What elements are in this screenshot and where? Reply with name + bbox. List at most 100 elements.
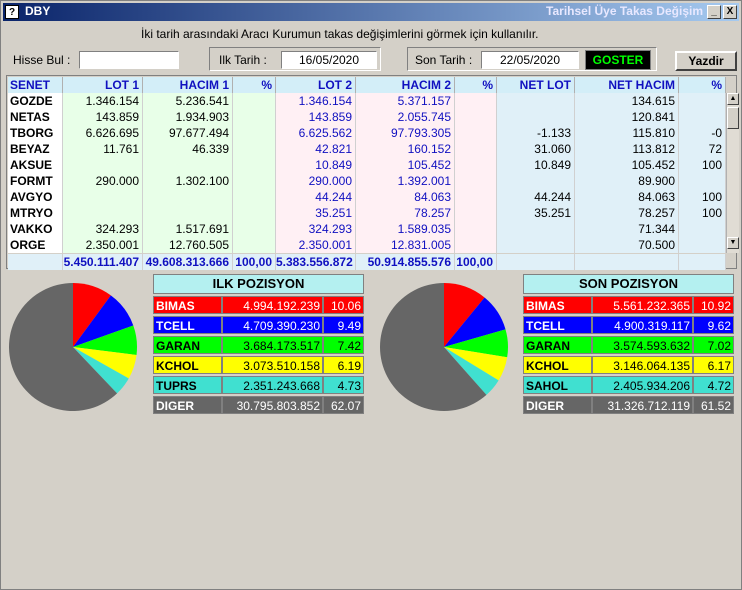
header-netpct[interactable]: %: [679, 77, 726, 93]
cell-hacim2: 2.055.745: [356, 109, 455, 125]
cell-lot1: 143.859: [63, 109, 143, 125]
position-percent: 6.17: [693, 356, 734, 374]
cell-lot2: 44.244: [276, 189, 356, 205]
header-pct2[interactable]: %: [455, 77, 497, 93]
ilk-tarih-group: [209, 47, 381, 71]
scroll-thumb[interactable]: [727, 107, 739, 129]
position-row: TUPRS 2.351.243.668 4.73: [153, 376, 364, 395]
cell-pct2: [455, 205, 497, 221]
yazdir-button[interactable]: Yazdir: [675, 51, 737, 71]
cell-lot1: [63, 189, 143, 205]
cell-senet[interactable]: BEYAZ: [8, 141, 63, 157]
position-row: TCELL 4.709.390.230 9.49: [153, 316, 364, 335]
cell-senet[interactable]: ORGE: [8, 237, 63, 253]
pie-slice-sahol: [444, 347, 499, 395]
cell-pct1: [233, 125, 276, 141]
cell-pct2: [455, 189, 497, 205]
position-name: BIMAS: [523, 296, 592, 314]
pie-slice-diger: [380, 283, 487, 411]
cell-senet[interactable]: AKSUE: [8, 157, 63, 173]
position-name: KCHOL: [153, 356, 222, 374]
cell-netlot: 10.849: [497, 157, 575, 173]
ilk-tarih-input[interactable]: 16/05/2020: [281, 51, 377, 69]
cell-netpct: -0: [679, 125, 726, 141]
header-hacim2[interactable]: HACIM 2: [356, 77, 455, 93]
header-netlot[interactable]: NET LOT: [497, 77, 575, 93]
pie-slice-tuprs: [73, 347, 129, 394]
cell-lot1: 2.350.001: [63, 237, 143, 253]
cell-pct2: [455, 141, 497, 157]
ilk-pozisyon-title: ILK POZISYON: [153, 274, 364, 294]
cell-pct2: [455, 221, 497, 237]
cell-senet[interactable]: GOZDE: [8, 93, 63, 109]
cell-pct1: [233, 173, 276, 189]
scroll-down-icon[interactable]: ▼: [727, 237, 739, 249]
cell-senet[interactable]: TBORG: [8, 125, 63, 141]
cell-lot1: 324.293: [63, 221, 143, 237]
pie-slice-kchol: [73, 347, 137, 379]
pie-slice-garan: [444, 329, 508, 358]
cell-hacim2: 1.589.035: [356, 221, 455, 237]
cell-nethacim: 71.344: [575, 221, 679, 237]
cell-netlot: -1.133: [497, 125, 575, 141]
cell-senet[interactable]: FORMT: [8, 173, 63, 189]
header-pct1[interactable]: %: [233, 77, 276, 93]
position-percent: 7.02: [693, 336, 734, 354]
takas-table: ▲ ▼ SENET LOT 1 HACIM 1% LOT 2 HACIM 2% NET L…: [6, 75, 739, 270]
cell-senet[interactable]: MTRYO: [8, 205, 63, 221]
cell-lot2: 143.859: [276, 109, 356, 125]
position-row: BIMAS 4.994.192.239 10.06: [153, 296, 364, 315]
header-lot2[interactable]: LOT 2: [276, 77, 356, 93]
cell-lot1: [63, 157, 143, 173]
goster-button[interactable]: GOSTER: [585, 50, 651, 70]
app-icon[interactable]: ?: [5, 5, 19, 19]
title-bar[interactable]: ? DBY Tarihsel Üye Takas Değişim _ X: [3, 3, 739, 21]
son-tarih-input[interactable]: 22/05/2020: [481, 51, 579, 69]
minimize-button[interactable]: _: [707, 5, 721, 19]
hisse-bul-input[interactable]: [79, 51, 179, 69]
cell-hacim1: 5.236.541: [143, 93, 233, 109]
cell-netpct: [679, 237, 726, 253]
scroll-up-icon[interactable]: ▲: [727, 93, 739, 105]
cell-senet[interactable]: VAKKO: [8, 221, 63, 237]
cell-senet[interactable]: AVGYO: [8, 189, 63, 205]
position-row: BIMAS 5.561.232.365 10.92: [523, 296, 734, 315]
cell-lot2: 324.293: [276, 221, 356, 237]
header-hacim1[interactable]: HACIM 1: [143, 77, 233, 93]
header-nethacim[interactable]: NET HACIM: [575, 77, 679, 93]
close-button[interactable]: X: [723, 5, 737, 19]
position-value: 2.351.243.668: [222, 376, 323, 394]
header-senet[interactable]: SENET: [8, 77, 63, 93]
son-tarih-group: [407, 47, 657, 71]
cell-pct2: [455, 125, 497, 141]
position-value: 3.574.593.632: [592, 336, 693, 354]
pie-slice-garan: [73, 325, 137, 355]
position-percent: 62.07: [323, 396, 364, 414]
cell-hacim1: 12.760.505: [143, 237, 233, 253]
cell-pct2: [455, 173, 497, 189]
position-value: 4.709.390.230: [222, 316, 323, 334]
cell-hacim1: 46.339: [143, 141, 233, 157]
total-hacim2: 50.914.855.576: [356, 254, 455, 270]
position-percent: 6.19: [323, 356, 364, 374]
cell-netlot: 44.244: [497, 189, 575, 205]
cell-netlot: 31.060: [497, 141, 575, 157]
info-text: İki tarih arasındaki Aracı Kurumun takas…: [141, 27, 539, 41]
header-lot1[interactable]: LOT 1: [63, 77, 143, 93]
cell-senet[interactable]: NETAS: [8, 109, 63, 125]
cell-lot2: 2.350.001: [276, 237, 356, 253]
cell-lot1: 6.626.695: [63, 125, 143, 141]
vertical-scrollbar[interactable]: ▲ ▼: [726, 93, 739, 253]
position-value: 4.900.319.117: [592, 316, 693, 334]
position-value: 5.561.232.365: [592, 296, 693, 314]
cell-pct1: [233, 109, 276, 125]
position-name: KCHOL: [523, 356, 592, 374]
cell-hacim1: 1.934.903: [143, 109, 233, 125]
position-name: BIMAS: [153, 296, 222, 314]
cell-netpct: 100: [679, 157, 726, 173]
position-row: GARAN 3.574.593.632 7.02: [523, 336, 734, 355]
cell-lot2: 35.251: [276, 205, 356, 221]
position-row: DIGER 30.795.803.852 62.07: [153, 396, 364, 415]
cell-hacim2: 160.152: [356, 141, 455, 157]
position-percent: 10.06: [323, 296, 364, 314]
